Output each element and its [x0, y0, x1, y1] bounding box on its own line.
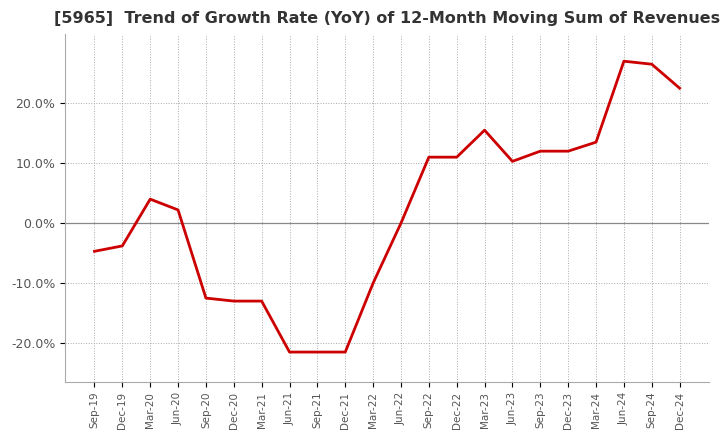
- Title: [5965]  Trend of Growth Rate (YoY) of 12-Month Moving Sum of Revenues: [5965] Trend of Growth Rate (YoY) of 12-…: [54, 11, 720, 26]
